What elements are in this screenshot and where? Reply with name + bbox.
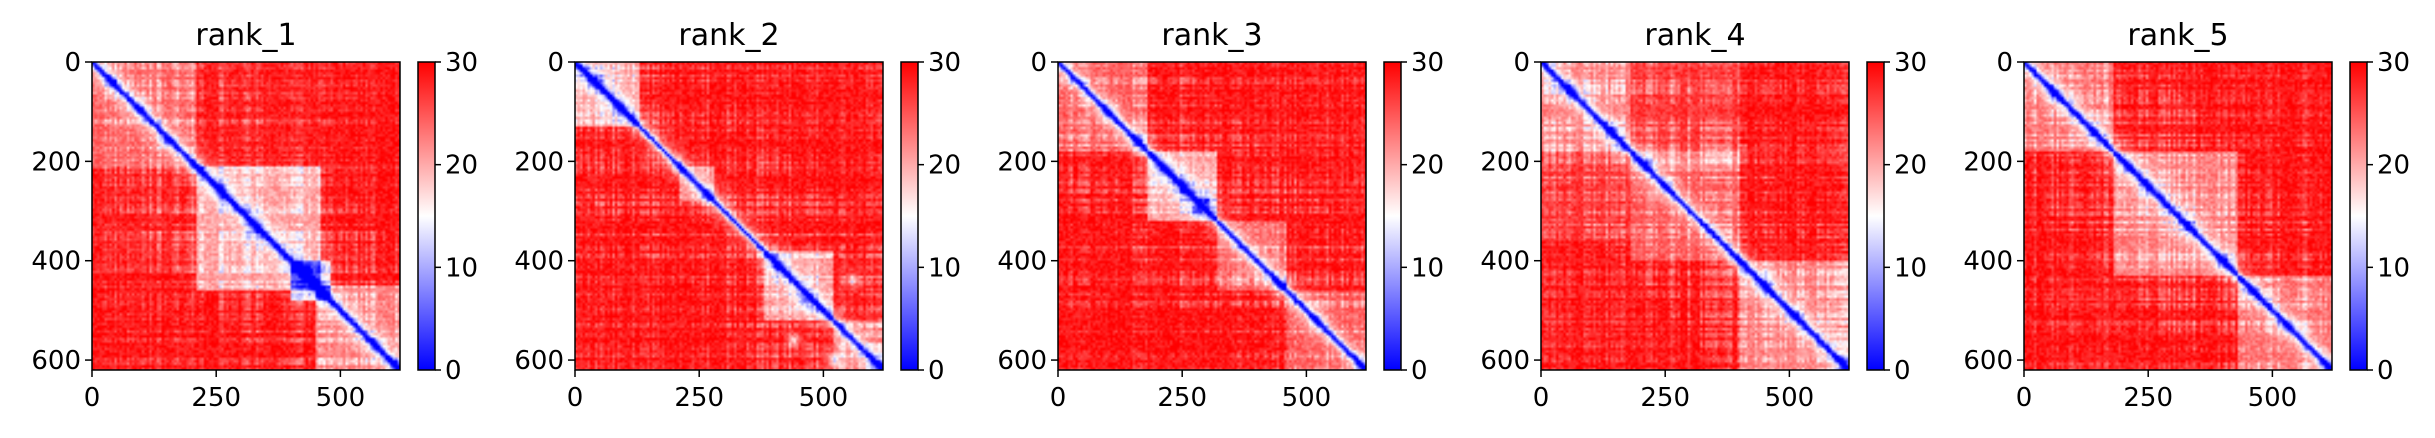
y-tick-label: 600 xyxy=(514,346,564,376)
plot-frame xyxy=(2023,61,2333,371)
colorbar-tick-label: 30 xyxy=(928,48,961,78)
plot-frame xyxy=(1540,61,1850,371)
y-tick-label: 600 xyxy=(31,346,81,376)
colorbar-tick-label: 0 xyxy=(445,356,462,386)
colorbar-tick-label: 30 xyxy=(2377,48,2410,78)
colorbar-tick-label: 10 xyxy=(1411,253,1444,283)
x-tick-label: 0 xyxy=(84,383,101,413)
colorbar-tick-label: 0 xyxy=(1411,356,1428,386)
colorbar-tick-label: 20 xyxy=(2377,151,2410,181)
x-tick-label: 500 xyxy=(1765,383,1815,413)
panel-title: rank_1 xyxy=(195,18,296,53)
plot-frame xyxy=(574,61,884,371)
x-tick-label: 250 xyxy=(2123,383,2173,413)
y-tick-label: 200 xyxy=(997,147,1047,177)
colorbar xyxy=(417,61,436,371)
x-tick-label: 500 xyxy=(316,383,366,413)
y-tick-label: 0 xyxy=(1030,48,1047,78)
heatmap-image xyxy=(575,62,883,370)
colorbar-tick-label: 10 xyxy=(1894,253,1927,283)
x-tick-label: 0 xyxy=(1050,383,1067,413)
x-tick-label: 250 xyxy=(674,383,724,413)
plot-frame xyxy=(91,61,401,371)
y-tick-label: 0 xyxy=(1996,48,2013,78)
y-tick-label: 400 xyxy=(514,247,564,277)
y-tick-label: 0 xyxy=(64,48,81,78)
heatmap-image xyxy=(2024,62,2332,370)
x-tick-label: 500 xyxy=(1282,383,1332,413)
x-tick-label: 250 xyxy=(1640,383,1690,413)
y-tick-label: 600 xyxy=(1963,346,2013,376)
colorbar xyxy=(2349,61,2368,371)
colorbar xyxy=(900,61,919,371)
colorbar-tick-label: 0 xyxy=(2377,356,2394,386)
x-tick-label: 0 xyxy=(1533,383,1550,413)
x-tick-label: 500 xyxy=(2248,383,2298,413)
colorbar-tick-label: 10 xyxy=(2377,253,2410,283)
y-tick-label: 400 xyxy=(1480,247,1530,277)
colorbar xyxy=(1383,61,1402,371)
colorbar xyxy=(1866,61,1885,371)
y-tick-label: 200 xyxy=(514,147,564,177)
y-tick-label: 400 xyxy=(1963,247,2013,277)
colorbar-tick-label: 30 xyxy=(1894,48,1927,78)
y-tick-label: 200 xyxy=(1963,147,2013,177)
y-tick-label: 200 xyxy=(1480,147,1530,177)
panel-title: rank_5 xyxy=(2127,18,2228,53)
colorbar-tick-label: 10 xyxy=(445,253,478,283)
colorbar-tick-label: 0 xyxy=(928,356,945,386)
y-tick-label: 400 xyxy=(31,247,81,277)
x-tick-label: 0 xyxy=(2016,383,2033,413)
heatmap-image xyxy=(1541,62,1849,370)
colorbar-tick-label: 30 xyxy=(1411,48,1444,78)
x-tick-label: 500 xyxy=(799,383,849,413)
heatmap-image xyxy=(92,62,400,370)
colorbar-tick-label: 20 xyxy=(1411,151,1444,181)
x-tick-label: 250 xyxy=(191,383,241,413)
y-tick-label: 600 xyxy=(1480,346,1530,376)
x-tick-label: 0 xyxy=(567,383,584,413)
colorbar-tick-label: 20 xyxy=(1894,151,1927,181)
colorbar-tick-label: 0 xyxy=(1894,356,1911,386)
colorbar-tick-label: 20 xyxy=(445,151,478,181)
plot-frame xyxy=(1057,61,1367,371)
panel-title: rank_3 xyxy=(1161,18,1262,53)
colorbar-tick-label: 10 xyxy=(928,253,961,283)
panel-title: rank_2 xyxy=(678,18,779,53)
y-tick-label: 0 xyxy=(547,48,564,78)
y-tick-label: 400 xyxy=(997,247,1047,277)
colorbar-tick-label: 20 xyxy=(928,151,961,181)
panel-title: rank_4 xyxy=(1644,18,1745,53)
y-tick-label: 600 xyxy=(997,346,1047,376)
heatmap-image xyxy=(1058,62,1366,370)
colorbar-tick-label: 30 xyxy=(445,48,478,78)
y-tick-label: 0 xyxy=(1513,48,1530,78)
x-tick-label: 250 xyxy=(1157,383,1207,413)
y-tick-label: 200 xyxy=(31,147,81,177)
